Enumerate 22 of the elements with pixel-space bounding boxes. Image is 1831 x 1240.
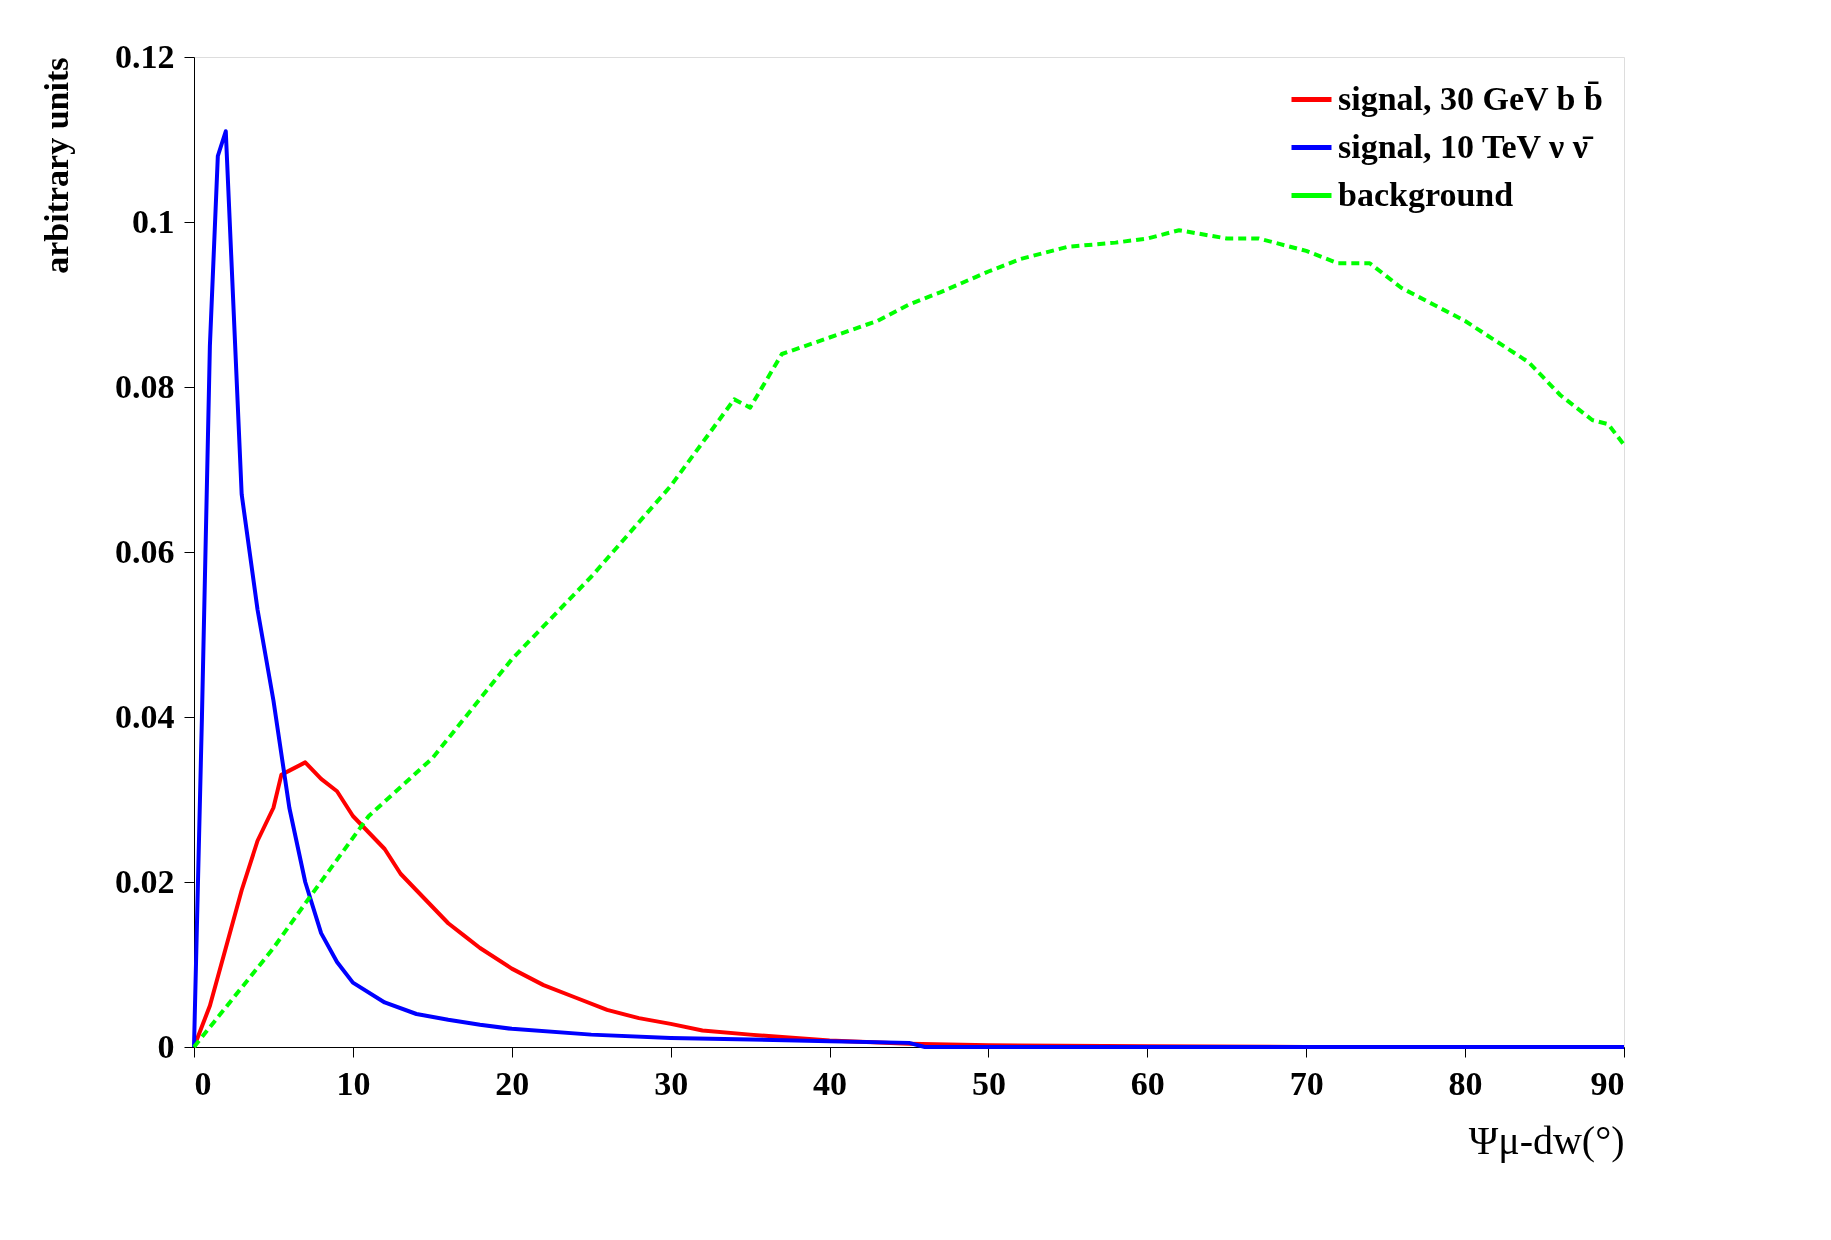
y-tick-label: 0.1 — [132, 202, 175, 240]
y-tick-label: 0.06 — [115, 532, 175, 570]
x-tick-label: 20 — [495, 1064, 530, 1102]
x-tick-label: 40 — [813, 1064, 848, 1102]
y-tick-label: 0 — [157, 1027, 175, 1065]
x-tick-label: 30 — [654, 1064, 689, 1102]
y-axis-title: arbitrary units — [38, 57, 75, 274]
x-tick-label: 60 — [1130, 1064, 1165, 1102]
legend-label: signal, 10 TeV ν ν̄ — [1338, 127, 1594, 165]
x-tick-label: 70 — [1289, 1064, 1324, 1102]
y-tick-label: 0.12 — [115, 37, 175, 75]
x-tick-label: 80 — [1448, 1064, 1483, 1102]
y-tick-label: 0.08 — [115, 367, 175, 405]
legend-label: signal, 30 GeV b b̄ — [1338, 79, 1603, 117]
y-tick-label: 0.04 — [115, 697, 175, 735]
x-axis-title: Ψμ-dw(°) — [1468, 1117, 1625, 1163]
x-tick-label: 10 — [336, 1064, 371, 1102]
x-tick-label: 90 — [1590, 1064, 1625, 1102]
legend-label: background — [1338, 175, 1514, 213]
y-tick-label: 0.02 — [115, 862, 175, 900]
x-tick-label: 50 — [971, 1064, 1006, 1102]
x-tick-label: 0 — [194, 1064, 212, 1102]
